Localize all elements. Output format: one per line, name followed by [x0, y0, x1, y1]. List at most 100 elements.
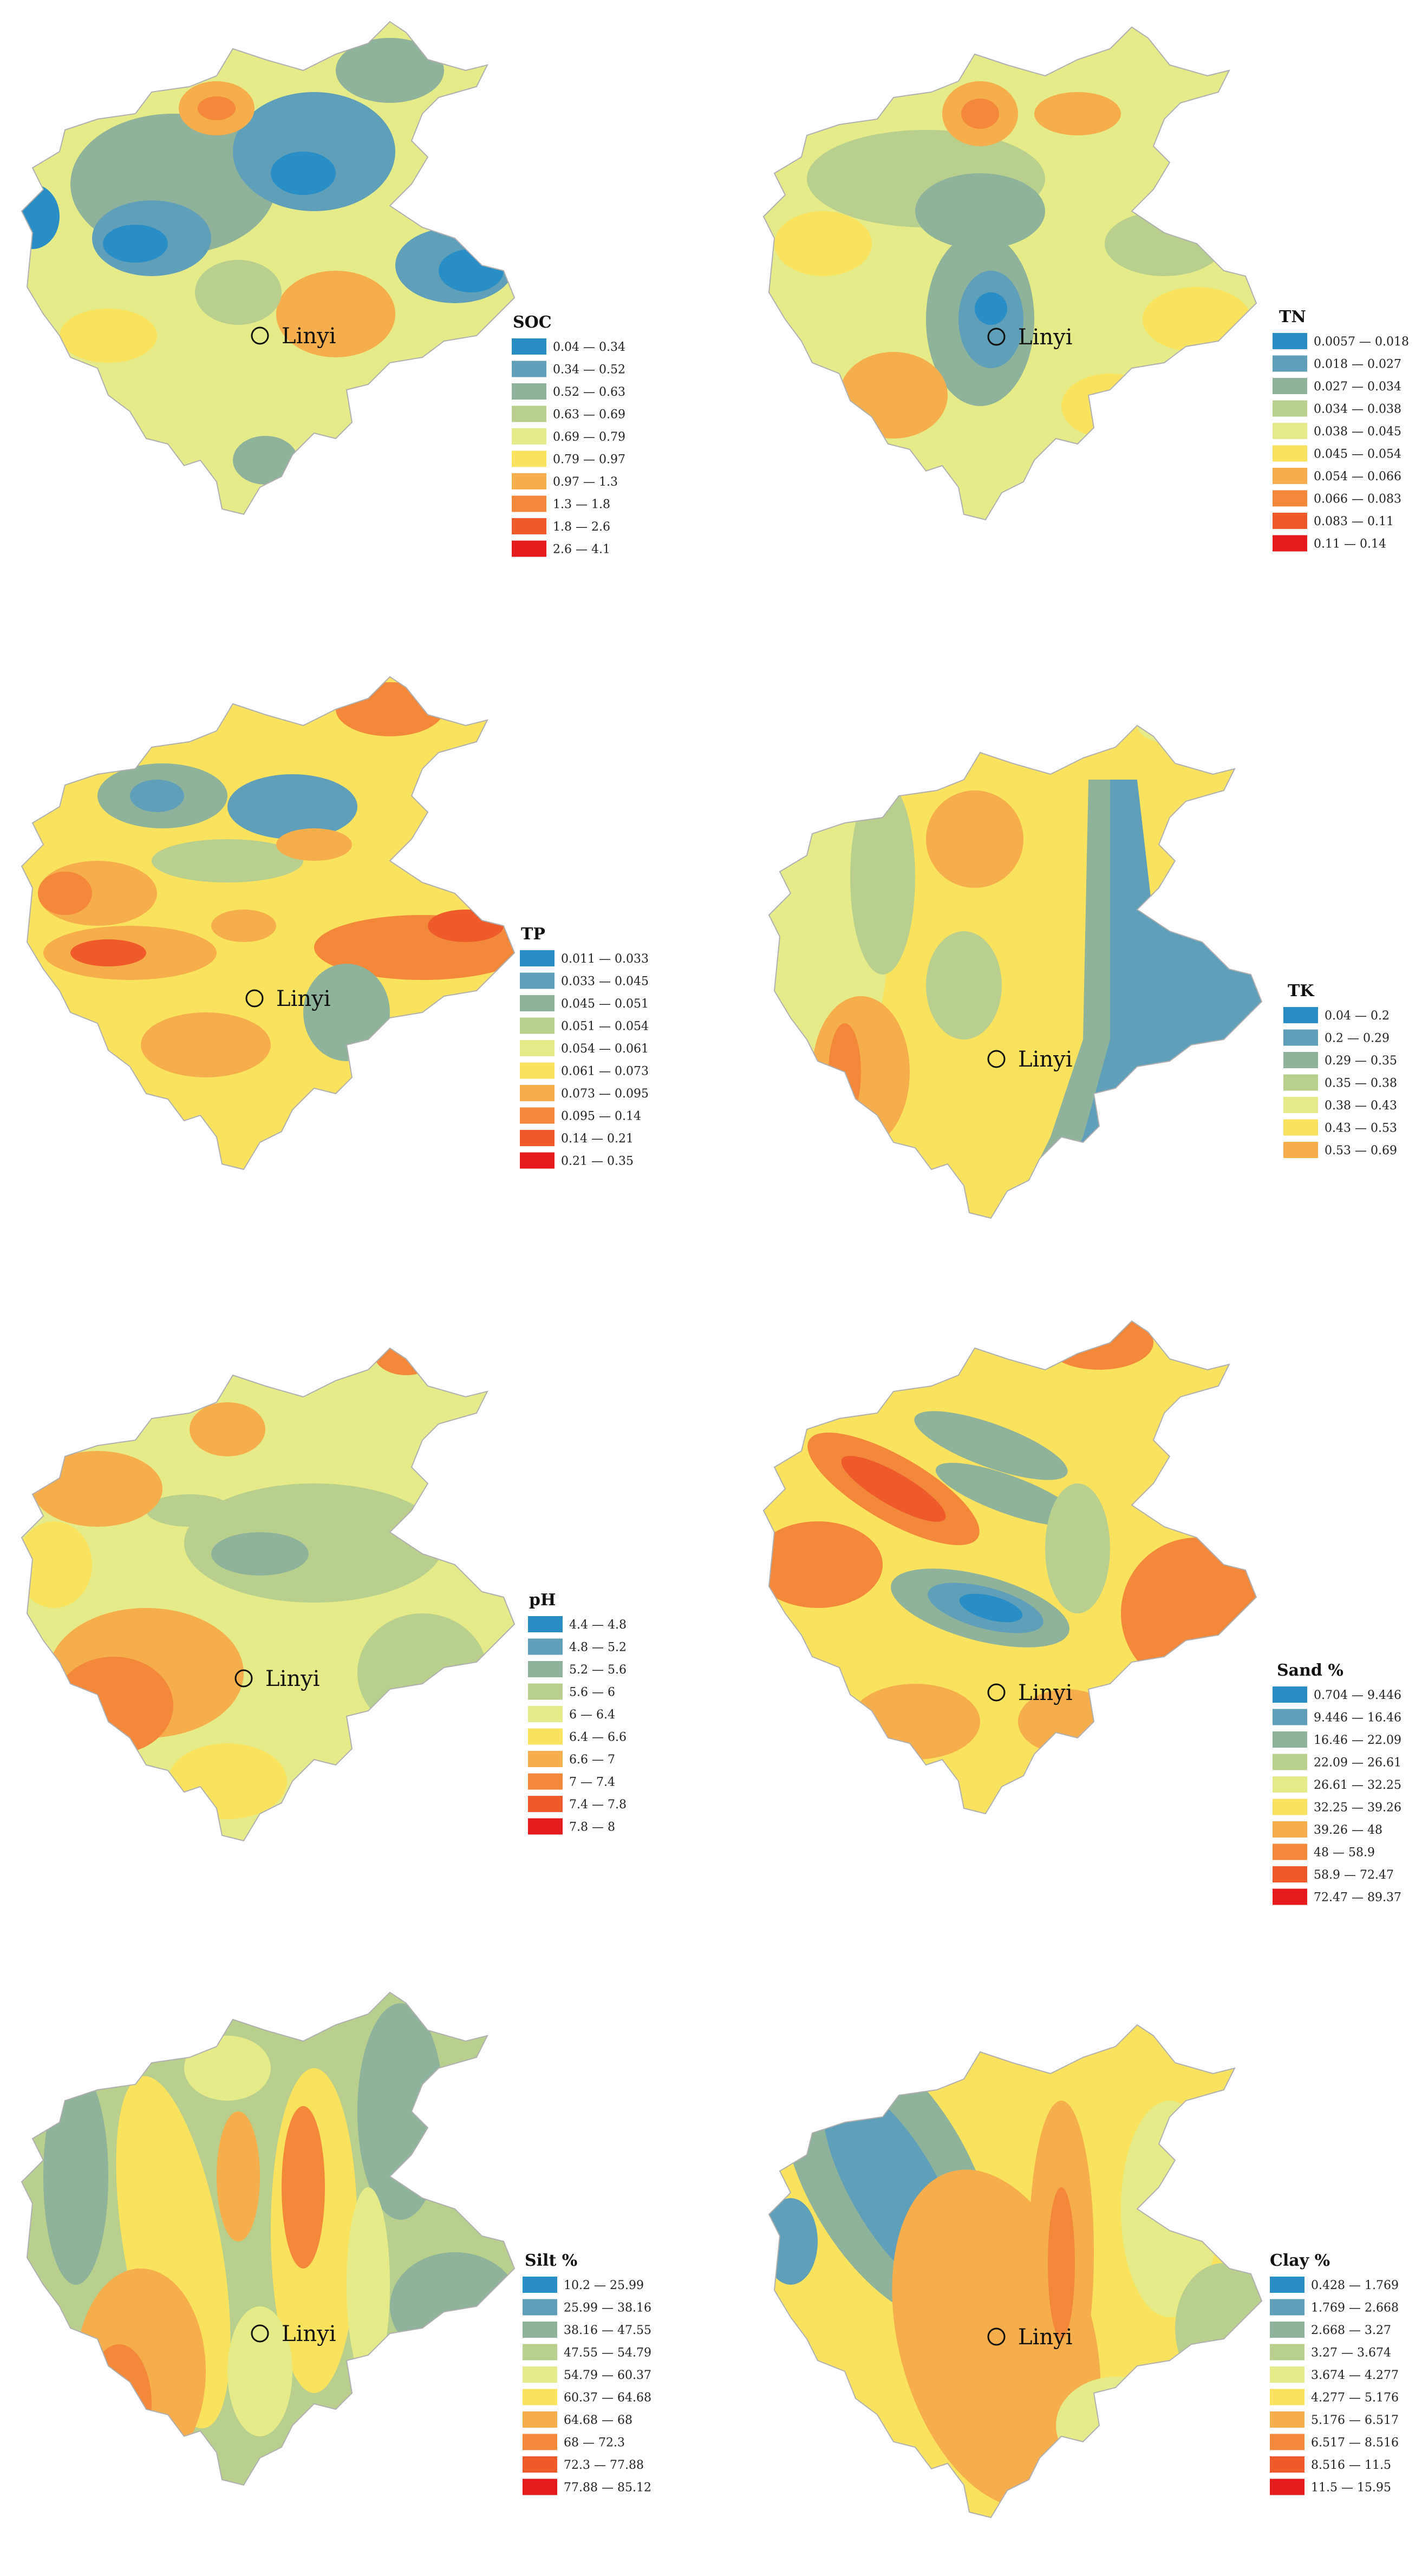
- legend-swatch-tp-4: [520, 1040, 555, 1056]
- legend-swatch-ph-9: [528, 1818, 563, 1835]
- legend-label-soc-0: 0.04 — 0.34: [553, 341, 625, 354]
- legend-label-tk-5: 0.43 — 0.53: [1325, 1122, 1397, 1135]
- legend-label-tp-4: 0.054 — 0.061: [561, 1042, 649, 1056]
- legend-label-silt-2: 38.16 — 47.55: [564, 2324, 651, 2337]
- legend-label-soc-3: 0.63 — 0.69: [553, 408, 625, 422]
- legend-label-ph-2: 5.2 — 5.6: [569, 1663, 627, 1677]
- clay-map-outline: [768, 2024, 1263, 2519]
- legend-swatch-soc-0: [512, 338, 546, 355]
- soc-city-label: Linyi: [282, 324, 336, 349]
- legend-swatch-silt-8: [523, 2456, 557, 2473]
- tk-city-label: Linyi: [1018, 1047, 1073, 1072]
- legend-swatch-clay-6: [1270, 2411, 1304, 2428]
- legend-label-silt-4: 54.79 — 60.37: [564, 2369, 651, 2382]
- legend-label-soc-2: 0.52 — 0.63: [553, 385, 625, 399]
- legend-ph: pH 4.4 — 4.8 4.8 — 5.2 5.2 — 5.6 5.6 — 6 6 —…: [528, 1591, 627, 1835]
- legend-swatch-tp-9: [520, 1152, 555, 1169]
- legend-swatch-ph-6: [528, 1751, 563, 1767]
- map-panel-clay: Linyi: [768, 2024, 1263, 2519]
- map-panel-tp: Linyi: [21, 676, 516, 1171]
- legend-title-tk: TK: [1288, 982, 1314, 1001]
- clay-map-surface: [769, 2025, 1262, 2518]
- legend-swatch-silt-3: [523, 2344, 557, 2361]
- sand-map-outline: [762, 1320, 1257, 1815]
- legend-label-tn-6: 0.054 — 0.066: [1314, 470, 1401, 483]
- legend-label-ph-1: 4.8 — 5.2: [569, 1641, 627, 1655]
- legend-label-tk-2: 0.29 — 0.35: [1325, 1054, 1397, 1068]
- legend-swatch-tn-7: [1273, 490, 1307, 507]
- legend-swatch-tn-2: [1273, 378, 1307, 394]
- legend-swatch-sand-0: [1273, 1686, 1307, 1703]
- clay-city-marker: [987, 2327, 1006, 2346]
- legend-swatch-clay-5: [1270, 2389, 1304, 2405]
- legend-swatch-sand-5: [1273, 1799, 1307, 1815]
- legend-label-clay-0: 0.428 — 1.769: [1311, 2279, 1399, 2292]
- legend-swatch-sand-9: [1273, 1888, 1307, 1905]
- silt-city-label: Linyi: [282, 2322, 336, 2346]
- legend-label-sand-2: 16.46 — 22.09: [1314, 1734, 1401, 1747]
- legend-label-soc-8: 1.8 — 2.6: [553, 520, 610, 534]
- legend-label-soc-7: 1.3 — 1.8: [553, 498, 610, 512]
- legend-title-tn: TN: [1279, 308, 1306, 326]
- legend-label-tp-3: 0.051 — 0.054: [561, 1020, 649, 1034]
- legend-label-clay-7: 6.517 — 8.516: [1311, 2436, 1399, 2450]
- legend-swatch-sand-1: [1273, 1709, 1307, 1725]
- legend-swatch-silt-5: [523, 2389, 557, 2405]
- map-panel-soc: Linyi: [21, 21, 516, 515]
- tp-city-label: Linyi: [276, 986, 331, 1011]
- legend-tk: TK 0.04 — 0.2 0.2 — 0.29 0.29 — 0.35 0.35 —…: [1283, 982, 1397, 1158]
- legend-swatch-tp-2: [520, 995, 555, 1011]
- legend-label-tn-5: 0.045 — 0.054: [1314, 448, 1401, 461]
- legend-label-clay-8: 8.516 — 11.5: [1311, 2459, 1391, 2472]
- legend-label-silt-1: 25.99 — 38.16: [564, 2302, 651, 2315]
- legend-label-tn-9: 0.11 — 0.14: [1314, 538, 1386, 551]
- legend-swatch-tp-7: [520, 1107, 555, 1124]
- legend-swatch-silt-2: [523, 2322, 557, 2338]
- tk-map-surface: [769, 725, 1262, 1218]
- legend-swatch-clay-3: [1270, 2344, 1304, 2361]
- legend-swatch-clay-4: [1270, 2366, 1304, 2383]
- legend-label-ph-7: 7 — 7.4: [569, 1776, 615, 1789]
- legend-label-clay-6: 5.176 — 6.517: [1311, 2414, 1399, 2427]
- legend-swatch-tn-0: [1273, 333, 1307, 349]
- legend-label-silt-3: 47.55 — 54.79: [564, 2346, 651, 2360]
- legend-swatch-sand-7: [1273, 1843, 1307, 1860]
- legend-swatch-tk-5: [1283, 1119, 1318, 1136]
- legend-label-tn-0: 0.0057 — 0.018: [1314, 335, 1409, 349]
- tp-map-outline: [21, 676, 516, 1171]
- legend-title-soc: SOC: [513, 313, 552, 332]
- legend-label-silt-8: 72.3 — 77.88: [564, 2459, 644, 2472]
- soc-map-surface: [22, 22, 514, 514]
- legend-swatch-clay-9: [1270, 2479, 1304, 2495]
- legend-label-ph-6: 6.6 — 7: [569, 1753, 615, 1767]
- legend-label-clay-1: 1.769 — 2.668: [1311, 2302, 1399, 2315]
- legend-label-tn-8: 0.083 — 0.11: [1314, 515, 1394, 528]
- legend-swatch-clay-0: [1270, 2277, 1304, 2293]
- legend-label-tp-9: 0.21 — 0.35: [561, 1155, 634, 1168]
- legend-sand: Sand % 0.704 — 9.446 9.446 — 16.46 16.46 —…: [1273, 1661, 1401, 1905]
- map-panel-sand: Linyi: [762, 1320, 1257, 1815]
- legend-swatch-ph-2: [528, 1661, 563, 1677]
- legend-label-tk-6: 0.53 — 0.69: [1325, 1144, 1397, 1158]
- legend-label-tn-2: 0.027 — 0.034: [1314, 380, 1401, 394]
- legend-swatch-tp-6: [520, 1085, 555, 1101]
- legend-label-tk-4: 0.38 — 0.43: [1325, 1099, 1397, 1113]
- legend-swatch-ph-8: [528, 1796, 563, 1812]
- legend-swatch-ph-5: [528, 1728, 563, 1745]
- legend-swatch-ph-1: [528, 1638, 563, 1655]
- legend-swatch-sand-2: [1273, 1731, 1307, 1748]
- legend-label-ph-8: 7.4 — 7.8: [569, 1798, 627, 1812]
- legend-label-clay-5: 4.277 — 5.176: [1311, 2391, 1399, 2405]
- legend-swatch-soc-1: [512, 361, 546, 377]
- legend-swatch-ph-4: [528, 1706, 563, 1722]
- legend-label-silt-7: 68 — 72.3: [564, 2436, 625, 2450]
- legend-swatch-tp-0: [520, 950, 555, 966]
- legend-label-silt-6: 64.68 — 68: [564, 2414, 632, 2427]
- ph-map-surface: [22, 1348, 514, 1841]
- legend-swatch-clay-8: [1270, 2456, 1304, 2473]
- ph-city-label: Linyi: [265, 1666, 320, 1691]
- legend-swatch-ph-7: [528, 1773, 563, 1790]
- legend-label-sand-1: 9.446 — 16.46: [1314, 1711, 1401, 1725]
- legend-label-sand-0: 0.704 — 9.446: [1314, 1689, 1401, 1702]
- legend-swatch-soc-9: [512, 540, 546, 557]
